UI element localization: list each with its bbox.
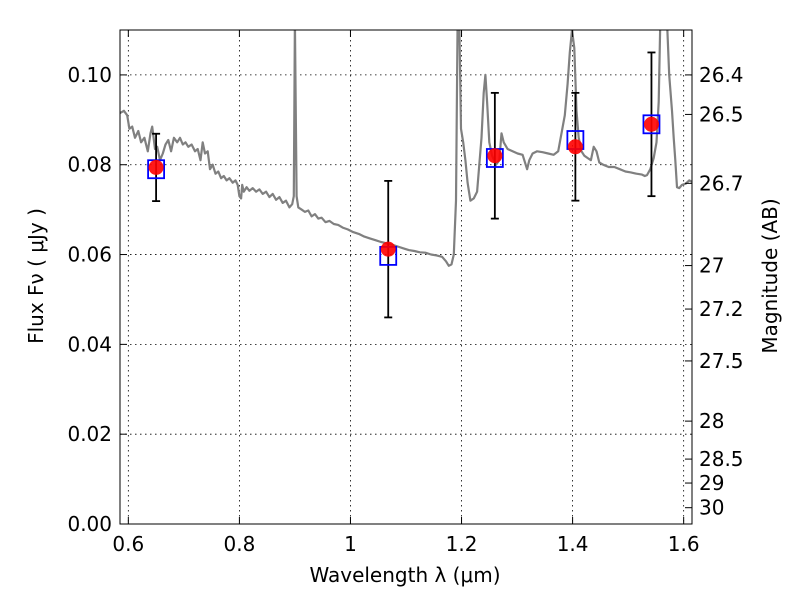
right-tick-label: 27 <box>699 254 724 278</box>
y-axis-label: Flux Fν ( μJy ) <box>24 208 48 344</box>
observed-points <box>148 116 659 257</box>
right-tick-label: 27.2 <box>699 297 744 321</box>
x-tick-label: 1.4 <box>557 532 589 556</box>
right-axis-label: Magnitude (AB) <box>758 198 782 353</box>
right-tick-label: 28 <box>699 409 724 433</box>
error-bars <box>152 51 656 319</box>
right-tick-label: 26.7 <box>699 171 744 195</box>
plot-frame <box>119 29 693 525</box>
model-photometry-points <box>147 114 661 266</box>
y-axis-ticks: 0.00 0.02 0.04 0.06 0.08 0.10 <box>67 63 127 536</box>
x-axis-label: Wavelength λ (μm) <box>309 563 500 587</box>
plot-content <box>120 30 692 319</box>
y-tick-label: 0.10 <box>67 63 112 87</box>
x-axis-ticks: 0.6 0.8 1 1.2 1.4 1.6 <box>112 30 700 556</box>
right-tick-label: 28.5 <box>699 447 744 471</box>
y-tick-label: 0.04 <box>67 332 112 356</box>
right-tick-label: 26.4 <box>699 63 744 87</box>
observed-point <box>487 148 503 164</box>
y-tick-label: 0.02 <box>67 422 112 446</box>
y-tick-label: 0.00 <box>67 512 112 536</box>
y-tick-label: 0.06 <box>67 243 112 267</box>
right-tick-label: 29 <box>699 471 724 495</box>
right-tick-label: 30 <box>699 496 724 520</box>
observed-point <box>148 159 164 175</box>
sed-model-line <box>120 30 692 267</box>
x-tick-label: 0.8 <box>223 532 255 556</box>
x-tick-label: 1 <box>344 532 357 556</box>
x-tick-label: 0.6 <box>112 532 144 556</box>
x-tick-label: 1.6 <box>668 532 700 556</box>
right-tick-label: 26.5 <box>699 102 744 126</box>
observed-point <box>643 116 659 132</box>
observed-point <box>567 139 583 155</box>
grid <box>120 30 692 524</box>
y-tick-label: 0.08 <box>67 153 112 177</box>
model-square-marker <box>642 114 661 135</box>
observed-point <box>380 241 396 257</box>
x-tick-label: 1.2 <box>446 532 478 556</box>
right-tick-label: 27.5 <box>699 349 744 373</box>
